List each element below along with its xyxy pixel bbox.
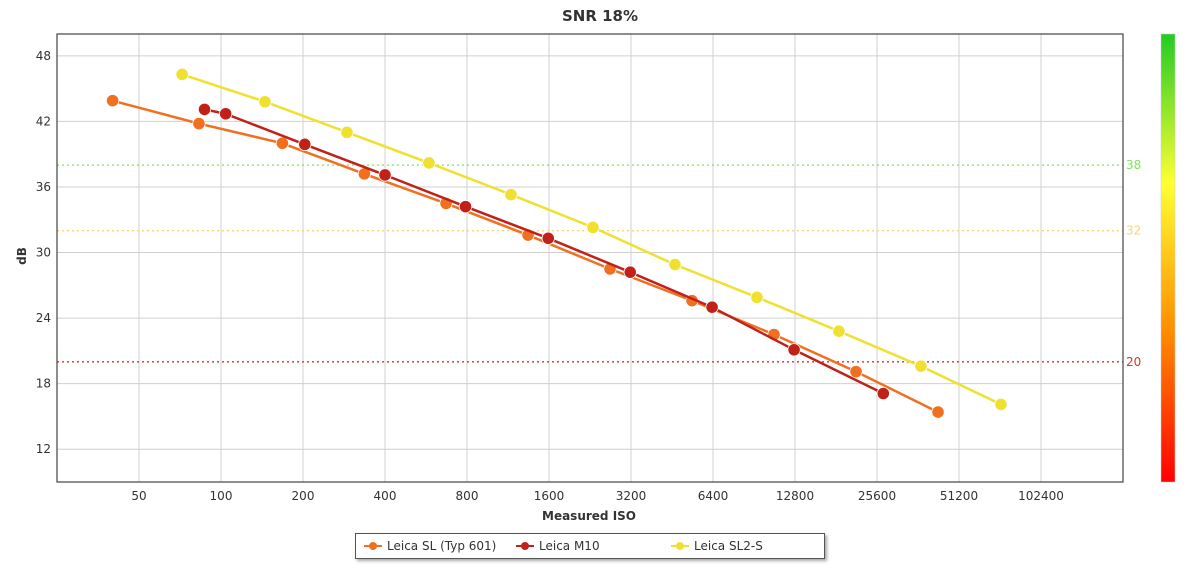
y-axis-title: dB <box>15 247 29 265</box>
chart-title: SNR 18% <box>562 7 638 25</box>
axes: 50 100 200 400 800 1600 3200 6400 12800 25600 5120… <box>36 33 1124 503</box>
x-tick-label: 51200 <box>940 489 978 503</box>
data-point <box>458 200 473 214</box>
x-tick-label: 6400 <box>698 489 729 503</box>
legend-label: Leica SL (Typ 601) <box>387 539 497 553</box>
data-point <box>586 220 600 235</box>
series-line <box>204 108 884 395</box>
series-group <box>106 67 1008 419</box>
data-point <box>219 107 233 121</box>
data-point <box>705 300 719 314</box>
legend-marker-icon <box>671 540 689 552</box>
y-tick-label: 12 <box>36 442 51 456</box>
data-point <box>422 156 436 170</box>
data-point <box>197 102 212 116</box>
y-tick-label: 30 <box>36 246 51 260</box>
data-point <box>541 231 555 245</box>
data-point <box>258 95 272 109</box>
reference-line-label: 32 <box>1126 224 1141 238</box>
x-tick-label: 50 <box>131 489 146 503</box>
x-tick-label: 400 <box>374 489 397 503</box>
color-scale-gradient <box>1160 33 1176 483</box>
grid-lines <box>57 34 1123 482</box>
data-point <box>275 136 289 150</box>
y-tick-label: 48 <box>36 49 51 63</box>
legend-marker-icon <box>516 540 534 552</box>
data-point <box>192 117 206 131</box>
y-tick-label: 24 <box>36 311 51 325</box>
y-tick-label: 36 <box>36 180 51 194</box>
data-point <box>994 397 1008 412</box>
data-point <box>931 405 945 419</box>
x-tick-label: 102400 <box>1018 489 1064 503</box>
data-point <box>378 168 392 182</box>
data-point <box>787 343 801 357</box>
reference-line-label: 20 <box>1126 355 1141 369</box>
data-point <box>623 265 637 279</box>
data-point <box>914 359 928 373</box>
legend-item[interactable]: Leica SL (Typ 601) <box>364 539 496 553</box>
data-point <box>504 188 518 202</box>
data-point <box>340 125 354 139</box>
x-tick-label: 3200 <box>616 489 647 503</box>
plot-area <box>57 34 1123 482</box>
color-scale-bar <box>1160 33 1176 483</box>
data-point <box>175 67 189 82</box>
x-tick-label: 100 <box>210 489 233 503</box>
x-tick-label: 1600 <box>534 489 565 503</box>
reference-line-label: 38 <box>1126 158 1141 172</box>
x-tick-label: 200 <box>292 489 315 503</box>
data-point <box>298 137 312 151</box>
x-tick-label: 12800 <box>776 489 814 503</box>
data-point <box>832 324 846 338</box>
legend-item[interactable]: Leica M10 <box>516 539 600 553</box>
x-tick-label: 25600 <box>858 489 896 503</box>
legend-label: Leica SL2-S <box>694 539 763 553</box>
data-point <box>668 257 682 272</box>
legend-label: Leica M10 <box>539 539 600 553</box>
x-tick-label: 800 <box>456 489 479 503</box>
data-point <box>849 365 863 379</box>
chart-legend: Leica SL (Typ 601) Leica M10 Leica SL2-S <box>355 533 825 559</box>
data-point <box>750 290 764 304</box>
x-axis-title: Measured ISO <box>542 509 636 523</box>
reference-lines: 38 32 20 <box>57 158 1141 369</box>
y-tick-label: 42 <box>36 114 51 128</box>
data-point <box>106 94 120 108</box>
y-tick-label: 18 <box>36 377 51 391</box>
data-point <box>876 386 890 401</box>
legend-item[interactable]: Leica SL2-S <box>671 539 763 553</box>
legend-marker-icon <box>364 540 382 552</box>
plot-frame <box>56 33 1124 483</box>
